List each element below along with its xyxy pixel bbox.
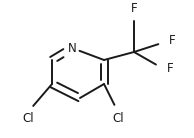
Text: F: F [131,2,137,15]
Text: N: N [68,42,76,55]
Text: F: F [167,62,173,75]
Text: Cl: Cl [112,112,124,125]
Text: F: F [169,34,175,47]
Text: Cl: Cl [22,112,34,125]
